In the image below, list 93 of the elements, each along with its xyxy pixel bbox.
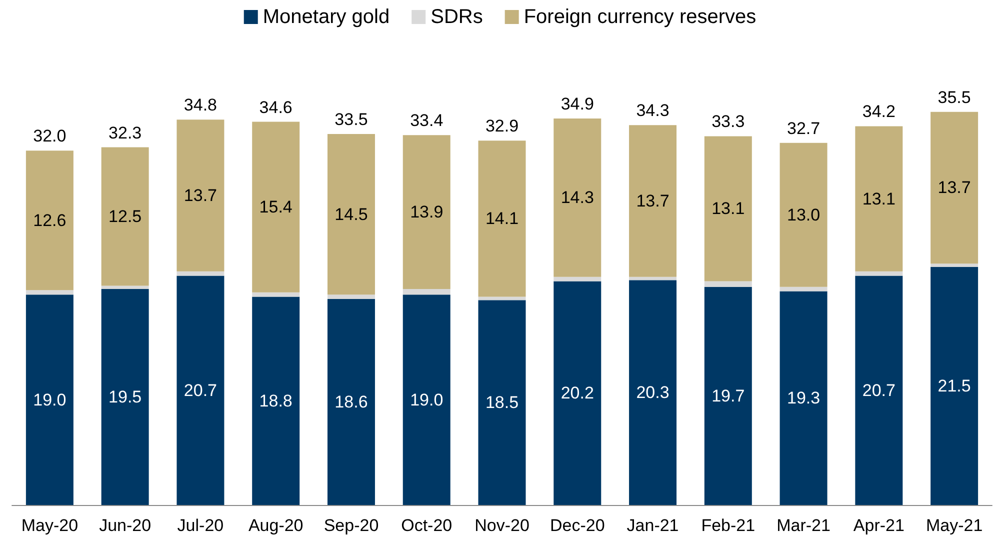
x-tick-label: Mar-21 — [776, 516, 830, 535]
total-label: 32.3 — [108, 123, 142, 142]
data-label: 13.1 — [862, 189, 896, 208]
bar — [176, 271, 224, 276]
total-label: 34.3 — [636, 101, 670, 120]
total-label: 32.9 — [485, 116, 519, 136]
data-label: 12.5 — [108, 206, 142, 226]
x-tick-label: Aug-20 — [248, 516, 304, 535]
x-tick-label: Jul-20 — [177, 516, 224, 535]
x-tick-label: May-20 — [21, 516, 78, 535]
bar — [26, 294, 74, 505]
bar — [252, 122, 300, 292]
x-tick-label: Apr-21 — [853, 516, 904, 535]
bar — [402, 289, 450, 295]
bar — [554, 276, 602, 282]
legend-label: Monetary gold — [262, 6, 390, 28]
bar — [554, 281, 602, 505]
bar — [554, 118, 602, 277]
bar — [629, 280, 677, 505]
bar — [26, 290, 74, 295]
total-label: 34.6 — [259, 98, 292, 117]
data-label: 13.0 — [786, 205, 820, 224]
bar — [402, 135, 450, 290]
data-label: 14.5 — [334, 204, 368, 224]
bar — [478, 140, 526, 297]
data-label: 20.3 — [636, 383, 670, 402]
total-label: 34.9 — [560, 94, 594, 114]
data-label: 20.7 — [184, 380, 218, 400]
bar — [176, 120, 224, 272]
bar — [101, 289, 149, 505]
bar — [780, 291, 828, 505]
x-tick-label: Jan-21 — [626, 516, 679, 535]
total-label: 33.3 — [712, 112, 745, 132]
bar — [855, 126, 903, 272]
bar — [101, 286, 149, 290]
x-tick-label: Dec-20 — [550, 516, 605, 535]
data-label: 19.0 — [410, 390, 444, 410]
data-label: 13.7 — [938, 178, 971, 198]
bar — [252, 292, 300, 297]
x-tick-label: May-21 — [926, 516, 983, 535]
data-label: 20.7 — [862, 380, 896, 400]
bar — [327, 134, 375, 295]
legend-label: SDRs — [430, 6, 483, 28]
data-label: 13.1 — [712, 199, 745, 218]
total-label: 34.2 — [862, 102, 896, 122]
bar — [855, 276, 903, 505]
data-label: 14.1 — [485, 209, 519, 228]
bar — [780, 286, 828, 292]
data-label: 13.7 — [636, 191, 670, 210]
bar — [930, 264, 978, 267]
data-label: 19.5 — [108, 388, 142, 407]
total-label: 35.5 — [938, 88, 971, 107]
bar — [704, 281, 752, 287]
data-label: 14.3 — [560, 188, 594, 208]
data-label: 19.3 — [786, 388, 820, 408]
bar — [327, 294, 375, 300]
bar — [252, 296, 300, 505]
x-tick-label: Oct-20 — [401, 516, 452, 535]
data-label: 20.2 — [560, 384, 594, 403]
legend-label: Foreign currency reserves — [524, 6, 756, 28]
data-label: 19.7 — [712, 386, 745, 406]
bar — [780, 142, 828, 287]
bar — [26, 150, 74, 290]
data-label: 19.0 — [33, 390, 66, 410]
bar — [176, 276, 224, 505]
data-label: 15.4 — [259, 198, 292, 217]
total-label: 34.8 — [184, 96, 218, 115]
bar — [930, 266, 978, 505]
data-label: 18.5 — [485, 393, 519, 412]
bar — [327, 299, 375, 505]
bar — [855, 271, 903, 276]
data-label: 18.8 — [259, 391, 292, 410]
bar — [101, 147, 149, 286]
data-label: 18.6 — [334, 392, 368, 412]
data-label: 13.9 — [410, 202, 444, 222]
total-label: 32.7 — [786, 118, 820, 138]
bar — [930, 112, 978, 264]
total-label: 32.0 — [33, 126, 66, 146]
data-label: 13.7 — [184, 186, 218, 205]
bar — [629, 276, 677, 280]
x-tick-label: Jun-20 — [99, 516, 152, 535]
data-label: 21.5 — [938, 376, 971, 396]
x-tick-label: Nov-20 — [474, 516, 530, 535]
bar — [704, 136, 752, 282]
x-tick-label: Feb-21 — [701, 516, 756, 535]
x-tick-label: Sep-20 — [324, 516, 379, 535]
bar — [402, 294, 450, 505]
bar — [629, 125, 677, 277]
total-label: 33.4 — [410, 111, 444, 130]
data-label: 12.6 — [33, 210, 66, 230]
total-label: 33.5 — [334, 110, 368, 129]
bar — [704, 286, 752, 505]
bar — [478, 300, 526, 505]
